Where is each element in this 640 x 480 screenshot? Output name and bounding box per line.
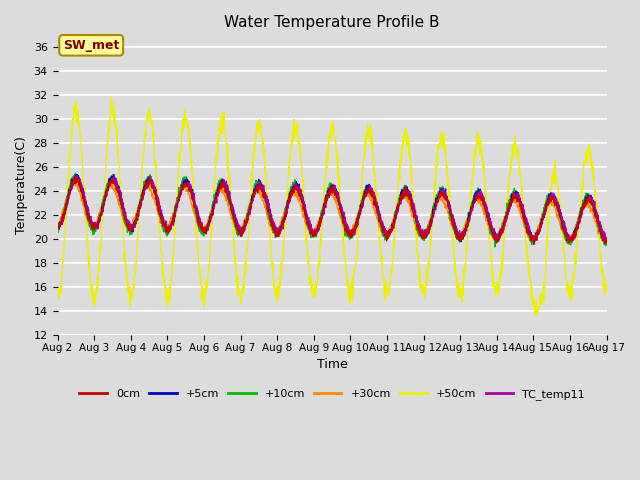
Legend: 0cm, +5cm, +10cm, +30cm, +50cm, TC_temp11: 0cm, +5cm, +10cm, +30cm, +50cm, TC_temp1… [75, 384, 589, 404]
Y-axis label: Temperature(C): Temperature(C) [15, 136, 28, 234]
Title: Water Temperature Profile B: Water Temperature Profile B [224, 15, 440, 30]
X-axis label: Time: Time [317, 358, 348, 371]
Text: SW_met: SW_met [63, 39, 120, 52]
